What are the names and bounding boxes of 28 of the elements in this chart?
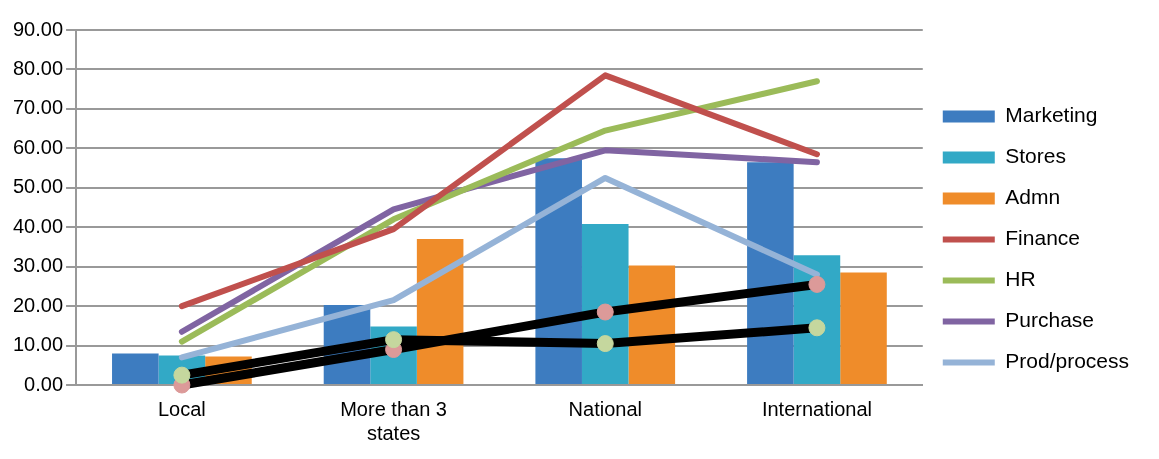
point [808,319,826,337]
y-tick-label: 40.00 [12,214,64,237]
y-tick-label: 30.00 [12,254,64,277]
y-tick-label: 70.00 [12,96,64,119]
x-tick-label: International [761,397,872,420]
point [808,275,826,293]
point [596,303,614,321]
legend-label: Purchase [1005,308,1094,332]
point [596,335,614,353]
legend-label: Marketing [1005,103,1098,127]
legend-label: Prod/process [1005,349,1130,373]
y-tick-label: 50.00 [12,175,64,198]
legend-label: Finance [1005,226,1080,250]
bar [112,353,159,384]
y-tick-label: 60.00 [12,135,64,158]
point [385,331,403,349]
y-tick-label: 10.00 [12,333,64,356]
y-tick-label: 90.00 [12,17,64,40]
y-tick-label: 20.00 [12,293,64,316]
x-tick-label: National [568,397,642,420]
bar [840,272,887,384]
x-tick-label: Local [157,397,206,420]
legend-label: Stores [1005,144,1066,168]
legend-label: HR [1005,267,1036,291]
legend-label: Admn [1005,185,1061,209]
y-tick-label: 0.00 [24,372,64,395]
x-tick-label: More than 3 states [340,397,447,444]
y-tick-label: 80.00 [12,56,64,79]
